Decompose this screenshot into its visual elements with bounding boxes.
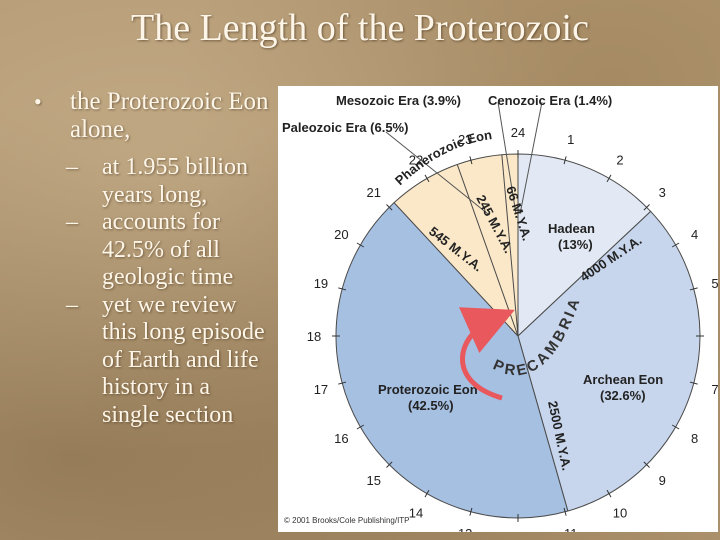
clock-tick bbox=[386, 204, 393, 211]
bullet-text: the Proterozoic Eon alone, bbox=[70, 88, 269, 143]
proterozoic-label: Proterozoic Eon bbox=[378, 382, 478, 397]
clock-tick bbox=[689, 381, 698, 385]
clock-number-10: 10 bbox=[613, 506, 627, 521]
sub-bullet-review: – yet we review this long episode of Ear… bbox=[66, 292, 266, 430]
sub-bullet-list: – at 1.955 billion years long, – account… bbox=[66, 154, 266, 429]
slide-title: The Length of the Proterozoic bbox=[131, 7, 589, 49]
clock-number-1: 1 bbox=[567, 132, 574, 147]
clock-number-13: 13 bbox=[458, 526, 472, 532]
clock-tick bbox=[563, 507, 567, 516]
clock-number-8: 8 bbox=[691, 431, 698, 446]
proterozoic-sector bbox=[335, 201, 569, 519]
sub-bullet-text: accounts for 42.5% of all geologic time bbox=[102, 209, 234, 290]
clock-tick bbox=[689, 287, 698, 291]
clock-tick bbox=[356, 424, 365, 430]
dash-marker: – bbox=[66, 291, 78, 318]
cenozoic-label: Cenozoic Era (1.4%) bbox=[488, 93, 612, 108]
clock-number-23: 23 bbox=[458, 132, 472, 147]
sub-bullet-length: – at 1.955 billion years long, bbox=[66, 154, 266, 209]
sub-bullet-text: at 1.955 billion years long, bbox=[102, 154, 248, 208]
hadean-sector bbox=[517, 153, 652, 338]
clock-number-21: 21 bbox=[367, 185, 381, 200]
paleozoic-leader-line bbox=[385, 131, 489, 215]
mesozoic-label: Mesozoic Era (3.9%) bbox=[336, 93, 461, 108]
copyright-note: © 2001 Brooks/Cole Publishing/ITP bbox=[284, 516, 410, 525]
clock-number-9: 9 bbox=[659, 473, 666, 488]
clock-number-22: 22 bbox=[409, 152, 423, 167]
proterozoic-percent: (42.5%) bbox=[408, 398, 454, 413]
cenozoic-leader-line bbox=[519, 101, 543, 215]
clock-number-15: 15 bbox=[367, 473, 381, 488]
phanerozoic-sector bbox=[393, 153, 519, 338]
clock-tick bbox=[671, 242, 680, 248]
bullet-proterozoic-eon: • the Proterozoic Eon alone, bbox=[34, 88, 274, 144]
clock-tick bbox=[338, 287, 347, 291]
clock-numbers: 123456789101112131415161718192021222324 bbox=[307, 125, 718, 532]
sub-bullet-text: yet we review this long episode of Earth… bbox=[102, 291, 265, 428]
clock-number-3: 3 bbox=[659, 185, 666, 200]
clock-number-19: 19 bbox=[314, 276, 328, 291]
clock-tick bbox=[424, 174, 430, 183]
dash-marker: – bbox=[66, 154, 78, 180]
clock-tick bbox=[606, 489, 612, 498]
clock-number-17: 17 bbox=[314, 382, 328, 397]
clock-number-24: 24 bbox=[511, 125, 525, 140]
clock-tick bbox=[469, 507, 473, 516]
clock-tick bbox=[424, 489, 430, 498]
clock-number-14: 14 bbox=[409, 506, 423, 521]
clock-tick bbox=[643, 461, 650, 468]
clock-number-16: 16 bbox=[334, 431, 348, 446]
clock-tick bbox=[563, 156, 567, 165]
bullet-dot: • bbox=[34, 89, 42, 114]
clock-tick bbox=[338, 381, 347, 385]
sub-bullet-percent: – accounts for 42.5% of all geologic tim… bbox=[66, 209, 266, 292]
clock-number-5: 5 bbox=[711, 276, 718, 291]
archean-label: Archean Eon bbox=[583, 372, 663, 387]
clock-number-20: 20 bbox=[334, 227, 348, 242]
dash-marker: – bbox=[66, 209, 78, 235]
hadean-label: Hadean bbox=[548, 221, 595, 236]
hadean-percent: (13%) bbox=[558, 237, 593, 252]
clock-number-11: 11 bbox=[564, 526, 578, 532]
clock-sectors bbox=[335, 153, 701, 519]
geologic-clock-figure: 123456789101112131415161718192021222324 … bbox=[278, 86, 718, 532]
clock-number-4: 4 bbox=[691, 227, 698, 242]
red-arrow-icon bbox=[458, 307, 515, 401]
clock-number-18: 18 bbox=[307, 329, 321, 344]
clock-tick bbox=[643, 204, 650, 211]
paleozoic-label: Paleozoic Era (6.5%) bbox=[282, 120, 408, 135]
clock-number-2: 2 bbox=[616, 152, 623, 167]
clock-tick bbox=[469, 156, 473, 165]
geologic-clock-svg: 123456789101112131415161718192021222324 … bbox=[278, 86, 718, 532]
clock-tick bbox=[606, 174, 612, 183]
clock-number-7: 7 bbox=[711, 382, 718, 397]
clock-tick bbox=[356, 242, 365, 248]
mesozoic-cenozoic-divider bbox=[501, 154, 519, 337]
mesozoic-leader-line bbox=[497, 101, 517, 215]
clock-tick bbox=[386, 461, 393, 468]
archean-percent: (32.6%) bbox=[600, 388, 646, 403]
archean-sector bbox=[517, 210, 701, 512]
clock-tick bbox=[671, 424, 680, 430]
